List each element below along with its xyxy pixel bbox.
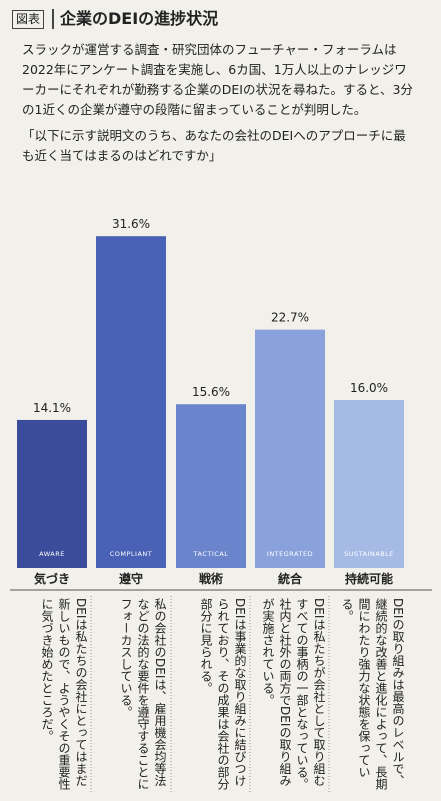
value-label: 31.6%: [112, 217, 150, 231]
value-label: 22.7%: [271, 311, 309, 325]
category-name: 持続可能: [345, 571, 393, 586]
bar: [255, 329, 325, 568]
chart-title: 企業のDEIの進捗状況: [52, 9, 218, 29]
bar-category: COMPLIANT: [110, 550, 153, 558]
bar-category: SUSTAINABLE: [344, 550, 394, 558]
figure-label: 図表: [12, 10, 45, 29]
survey-question: 「以下に示す説明文のうち、あなたの会社のDEIへのアプローチに最も近く当てはまる…: [22, 128, 406, 163]
category-name: 戦術: [199, 571, 223, 586]
description: DEIは私たちが会社として取り組むすべての事柄の一部となっている。社内と社外の両…: [261, 598, 326, 790]
bar: [334, 400, 404, 568]
category-name: 統合: [278, 571, 303, 586]
bar-category: AWARE: [39, 550, 65, 558]
bar: [96, 236, 166, 568]
bar: [176, 404, 246, 568]
description: DEIの取り組みは最高のレベルで、継続的な改善と進化によって、長期間にわたり強力…: [340, 598, 405, 790]
value-label: 15.6%: [192, 385, 230, 399]
description: DEIは事業的な取り組みに結びつけられており、その成果は会社の部分部分に見られる…: [199, 598, 247, 790]
category-name: 遵守: [119, 571, 143, 586]
category-name: 気づき: [34, 571, 70, 586]
bar: [17, 419, 87, 568]
value-label: 14.1%: [33, 401, 71, 415]
value-label: 16.0%: [350, 381, 388, 395]
bar-category: INTEGRATED: [267, 550, 313, 558]
description: DEIは私たちの会社にとってはまだ新しいもので、ようやくその重要性に気づき始めた…: [40, 598, 88, 790]
chart-subtitle: スラックが運営する調査・研究団体のフューチャー・フォーラムは2022年にアンケー…: [22, 42, 413, 117]
description: 私の会社のDEIは、雇用機会均等法などの法的な要件を遵守することにフォーカスして…: [119, 598, 167, 790]
bar-category: TACTICAL: [193, 550, 229, 558]
